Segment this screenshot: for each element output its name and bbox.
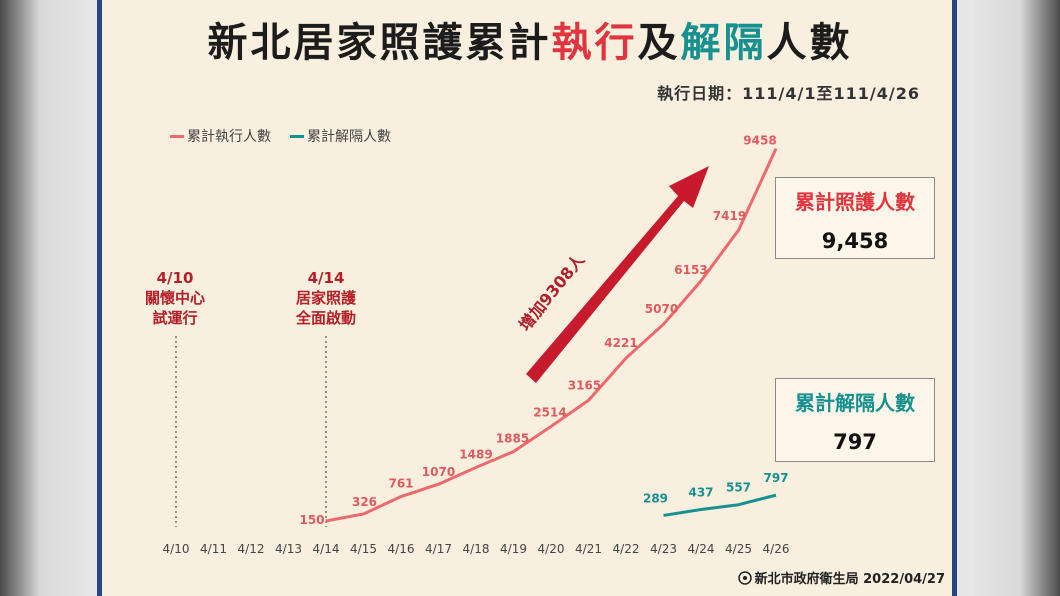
annotation-line2: 試運行 xyxy=(152,309,198,327)
x-tick-label: 4/11 xyxy=(200,542,227,556)
footer-text: 新北市政府衛生局 2022/04/27 xyxy=(754,572,945,587)
legend-swatch-released xyxy=(290,134,304,138)
x-tick-label: 4/23 xyxy=(650,542,677,556)
series-line xyxy=(325,148,778,523)
growth-arrow-icon xyxy=(526,166,709,383)
x-tick-label: 4/21 xyxy=(575,542,602,556)
data-label: 1885 xyxy=(496,432,529,446)
legend-released: 累計解隔人數 xyxy=(290,126,391,146)
box-released-label: 累計解隔人數 xyxy=(795,391,915,415)
x-tick-label: 4/17 xyxy=(425,542,452,556)
annotation-4-14: 4/14 居家照護 全面啟動 xyxy=(271,268,381,328)
annotation-line1: 居家照護 xyxy=(295,289,356,307)
title-part-1: 新北居家照護累計 xyxy=(207,20,552,66)
box-released-value: 797 xyxy=(833,430,877,454)
x-tick-label: 4/24 xyxy=(688,542,715,556)
emblem-icon xyxy=(737,570,752,585)
box-executed-label: 累計照護人數 xyxy=(795,190,915,214)
data-label: 5070 xyxy=(645,302,678,316)
data-label: 2514 xyxy=(533,405,566,419)
box-executed-value: 9,458 xyxy=(821,229,889,253)
date-range: 執行日期：111/4/1至111/4/26 xyxy=(657,84,920,103)
x-tick-label: 4/16 xyxy=(388,542,415,556)
title-part-3: 及 xyxy=(637,20,681,66)
box-total-executed: 累計照護人數 9,458 xyxy=(775,177,935,259)
slide-panel xyxy=(97,0,957,596)
annotation-4-10: 4/10 關懷中心 試運行 xyxy=(120,268,230,328)
data-label: 3165 xyxy=(568,378,601,392)
data-label: 761 xyxy=(388,477,413,491)
legend-label-executed: 累計執行人數 xyxy=(187,129,271,145)
legend-executed: 累計執行人數 xyxy=(170,126,271,146)
title-part-released: 解隔 xyxy=(680,20,767,66)
footer-credit: 新北市政府衛生局 2022/04/27 xyxy=(737,568,945,587)
legend-label-released: 累計解隔人數 xyxy=(307,129,391,145)
x-tick-label: 4/25 xyxy=(725,542,752,556)
box-total-released: 累計解隔人數 797 xyxy=(775,378,935,462)
annotation-date: 4/10 xyxy=(156,269,194,287)
x-tick-label: 4/14 xyxy=(313,542,340,556)
series-line xyxy=(663,493,777,517)
data-label: 150 xyxy=(299,513,324,527)
data-label: 557 xyxy=(726,481,751,495)
data-label: 1070 xyxy=(422,465,455,479)
x-tick-label: 4/22 xyxy=(613,542,640,556)
x-tick-label: 4/13 xyxy=(275,542,302,556)
x-tick-label: 4/12 xyxy=(238,542,265,556)
x-tick-label: 4/15 xyxy=(350,542,377,556)
legend-swatch-executed xyxy=(170,134,184,138)
x-tick-label: 4/10 xyxy=(163,542,190,556)
data-label: 797 xyxy=(763,471,788,485)
x-tick-label: 4/20 xyxy=(538,542,565,556)
annotation-line1: 關懷中心 xyxy=(144,289,205,307)
data-label: 437 xyxy=(688,486,713,500)
x-tick-label: 4/18 xyxy=(463,542,490,556)
title-part-executed: 執行 xyxy=(551,20,638,66)
x-tick-label: 4/19 xyxy=(500,542,527,556)
data-label: 6153 xyxy=(674,263,707,277)
data-label: 4221 xyxy=(604,336,637,350)
data-label: 1489 xyxy=(459,447,492,461)
data-label: 326 xyxy=(352,495,377,509)
data-label: 289 xyxy=(643,491,668,505)
annotation-date: 4/14 xyxy=(307,269,345,287)
page-title: 新北居家照護累計執行及解隔人數 xyxy=(0,10,1060,68)
data-label: 7419 xyxy=(713,209,746,223)
annotation-line2: 全面啟動 xyxy=(295,309,356,327)
x-tick-label: 4/26 xyxy=(763,542,790,556)
title-part-5: 人數 xyxy=(766,20,853,66)
data-label: 9458 xyxy=(743,134,776,148)
